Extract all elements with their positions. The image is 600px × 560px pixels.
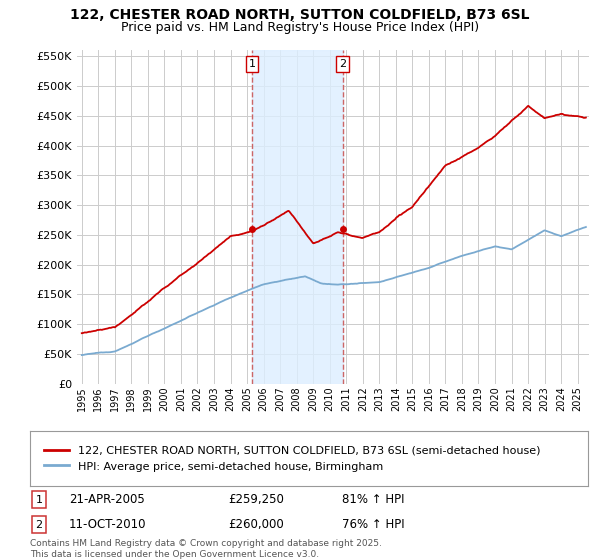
Text: Contains HM Land Registry data © Crown copyright and database right 2025.
This d: Contains HM Land Registry data © Crown c…	[30, 539, 382, 559]
Text: 2: 2	[35, 520, 43, 530]
Text: 11-OCT-2010: 11-OCT-2010	[69, 518, 146, 531]
Text: £260,000: £260,000	[228, 518, 284, 531]
Legend: 122, CHESTER ROAD NORTH, SUTTON COLDFIELD, B73 6SL (semi-detached house), HPI: A: 122, CHESTER ROAD NORTH, SUTTON COLDFIEL…	[41, 442, 544, 475]
Text: 1: 1	[35, 494, 43, 505]
Text: £259,250: £259,250	[228, 493, 284, 506]
Text: 21-APR-2005: 21-APR-2005	[69, 493, 145, 506]
Bar	[252, 50, 343, 384]
Text: 81% ↑ HPI: 81% ↑ HPI	[342, 493, 404, 506]
Text: Price paid vs. HM Land Registry's House Price Index (HPI): Price paid vs. HM Land Registry's House …	[121, 21, 479, 34]
Text: 2: 2	[339, 59, 346, 69]
Text: 76% ↑ HPI: 76% ↑ HPI	[342, 518, 404, 531]
Text: 1: 1	[248, 59, 256, 69]
Text: 122, CHESTER ROAD NORTH, SUTTON COLDFIELD, B73 6SL: 122, CHESTER ROAD NORTH, SUTTON COLDFIEL…	[70, 8, 530, 22]
